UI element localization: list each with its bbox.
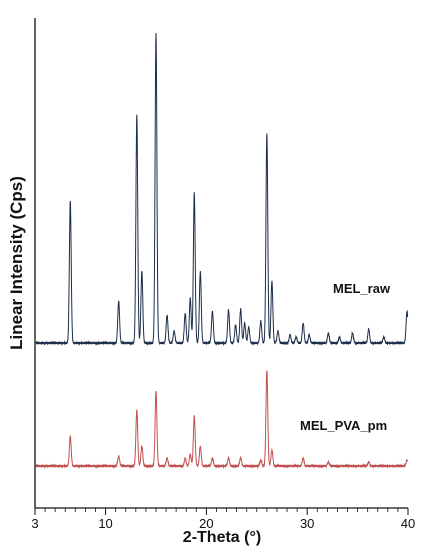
series-line-mel-raw xyxy=(35,33,409,346)
x-tick-label: 3 xyxy=(31,516,38,531)
x-tick-label: 30 xyxy=(300,516,314,531)
x-tick-label: 20 xyxy=(199,516,213,531)
x-tick-label: 10 xyxy=(98,516,112,531)
plot-area xyxy=(35,33,409,469)
series-label-mel-pva-pm: MEL_PVA_pm xyxy=(300,418,387,433)
y-axis-title: Linear Intensity (Cps) xyxy=(7,176,26,350)
series-label-mel-raw: MEL_raw xyxy=(333,281,391,296)
x-axis-title: 2-Theta (°) xyxy=(183,529,261,546)
x-axis-ticks: 3 10 20 30 40 xyxy=(31,508,415,531)
series-line-mel-pva-pm xyxy=(35,370,409,469)
x-tick-label: 40 xyxy=(401,516,415,531)
